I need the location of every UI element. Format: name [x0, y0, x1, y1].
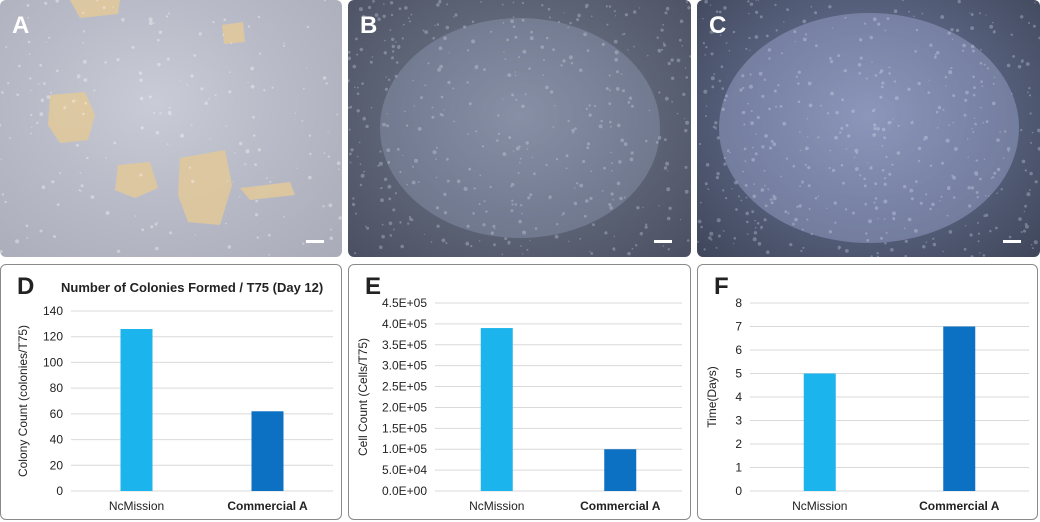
y-tick-label: 3.5E+05 [382, 338, 427, 352]
y-tick-label: 140 [43, 304, 63, 318]
chart-panel-d: 0 20 40 60 80 100 120 140 NcMission Commercial A C… [0, 264, 342, 520]
y-tick-label: 1.0E+05 [382, 442, 427, 456]
bar-ncmission [480, 328, 513, 491]
y-tick-label: 20 [50, 458, 64, 472]
y-tick-label: 0 [735, 484, 742, 498]
y-tick-label: 1.5E+05 [382, 421, 427, 435]
panel-label-c: C [709, 12, 727, 39]
y-axis-title: Time(Days) [705, 366, 719, 428]
y-tick-label: 5.0E+04 [382, 463, 427, 477]
x-category-label: Commercial A [580, 499, 661, 513]
y-tick-label: 4 [735, 390, 742, 404]
y-tick-label: 3.0E+05 [382, 359, 427, 373]
y-tick-label: 3 [735, 414, 742, 428]
bar-commercial-a [604, 449, 637, 491]
y-tick-label: 6 [735, 343, 742, 357]
time-days-chart: 0 1 2 3 4 5 6 7 8 NcMission Commercial A Time(Days) [705, 296, 1029, 513]
x-category-label: Commercial A [227, 499, 308, 513]
micrograph-b-image [348, 0, 691, 256]
x-category-label: NcMission [792, 499, 847, 513]
micrograph-a-image [0, 0, 342, 256]
y-tick-label: 60 [50, 407, 64, 421]
bar-commercial-a [251, 411, 284, 491]
y-tick-label: 2 [735, 437, 742, 451]
y-tick-label: 40 [50, 433, 64, 447]
y-axis-title: Cell Count (Cells/T75) [356, 338, 370, 456]
panel-label-e: E [365, 273, 382, 300]
bar-ncmission [803, 373, 836, 491]
y-tick-label: 100 [43, 355, 63, 369]
panel-label-b: B [360, 12, 378, 39]
panel-label-f: F [714, 273, 729, 300]
y-axis-title: Colony Count (colonies/T75) [16, 325, 30, 477]
micrograph-a: A [0, 0, 342, 257]
bar-ncmission [120, 329, 153, 491]
y-tick-label: 80 [50, 381, 64, 395]
colony-count-chart: 0 20 40 60 80 100 120 140 NcMission Commercial A C… [16, 280, 333, 513]
x-category-label: NcMission [469, 499, 524, 513]
panel-label-d: D [17, 273, 35, 300]
micrograph-b: B [348, 0, 691, 257]
y-tick-label: 120 [43, 330, 63, 344]
panel-label-a: A [12, 12, 30, 39]
y-tick-label: 4.0E+05 [382, 317, 427, 331]
y-tick-label: 0 [56, 484, 63, 498]
y-tick-label: 2.0E+05 [382, 400, 427, 414]
micrograph-c-image [697, 0, 1040, 257]
x-category-label: Commercial A [919, 499, 1000, 513]
cell-count-chart: 0.0E+00 5.0E+04 1.0E+05 1.5E+05 2.0E+05 2.5E+… [356, 296, 682, 513]
y-tick-label: 1 [735, 461, 742, 475]
y-tick-label: 0.0E+00 [382, 484, 427, 498]
chart-title: Number of Colonies Formed / T75 (Day 12) [61, 280, 323, 295]
chart-panel-e: 0.0E+00 5.0E+04 1.0E+05 1.5E+05 2.0E+05 2.5E+… [348, 264, 691, 520]
y-tick-label: 2.5E+05 [382, 380, 427, 394]
y-tick-label: 5 [735, 367, 742, 381]
chart-panel-f: 0 1 2 3 4 5 6 7 8 NcMission Commercial A Time(Days)… [697, 264, 1038, 520]
x-category-label: NcMission [109, 499, 164, 513]
y-tick-label: 4.5E+05 [382, 296, 427, 310]
y-tick-label: 8 [735, 296, 742, 310]
bar-commercial-a [943, 326, 976, 491]
micrograph-c: C [697, 0, 1040, 257]
y-tick-label: 7 [735, 320, 742, 334]
